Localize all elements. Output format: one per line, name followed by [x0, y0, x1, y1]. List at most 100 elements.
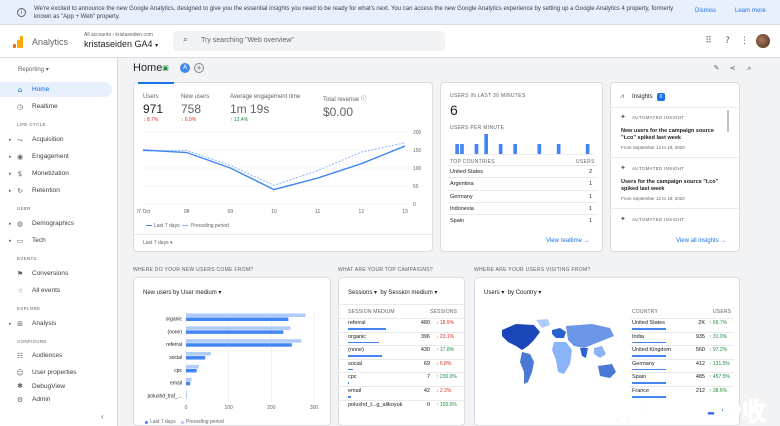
users-delta: ↑ 66.7% [709, 320, 728, 326]
learn-more-link[interactable]: Learn more [735, 8, 766, 14]
help-icon: ⓘ [360, 96, 367, 103]
sidebar [0, 58, 118, 426]
bar-previous [186, 339, 302, 343]
campaign-selector[interactable]: Sessions ▾ by Session medium ▾ [348, 290, 438, 296]
more-vert-icon[interactable]: ⋮ [740, 36, 749, 46]
per-minute-bar [455, 144, 459, 154]
edit-icon[interactable]: ✎ [713, 64, 720, 72]
user-count: 1 [589, 181, 593, 188]
users-bar [632, 355, 666, 357]
sessions-bar [348, 328, 386, 330]
insight-title[interactable]: Users for the campaign source "t.co" spi… [621, 179, 719, 192]
category-label: organic [166, 316, 183, 322]
add-comparison-icon[interactable]: + [194, 63, 204, 73]
sidebar-item-acquisition[interactable]: ▸ ⤳ Acquisition [0, 132, 112, 147]
geo-selector[interactable]: Users ▾ by Country ▾ [484, 290, 542, 296]
divider [134, 234, 432, 235]
bar-previous [186, 390, 187, 395]
per-minute-bar [474, 144, 479, 154]
property-selector[interactable]: kristaseiden GA4 ▾ [84, 39, 158, 49]
users-bar [632, 396, 666, 398]
realtime-value: 6 [450, 102, 458, 118]
dimension-selector[interactable]: New users by User medium ▾ [143, 290, 222, 296]
metric-revenue[interactable]: Total revenue ⓘ $0.00 [323, 94, 367, 119]
sidebar-item-audiences[interactable]: ☷ Audiences [0, 348, 112, 363]
legend-current: Last 7 days [150, 419, 176, 425]
metric-engagement-time[interactable]: Average engagement time 1m 19s ↑ 13.4% [230, 94, 300, 123]
sidebar-item-all-events[interactable]: ☝ All events [0, 283, 112, 298]
divider [630, 345, 734, 347]
sidebar-item-home[interactable]: ⌂ Home [0, 82, 112, 97]
x-tick-label: 11 [315, 209, 320, 215]
users-value: 485 [695, 374, 705, 381]
help-icon[interactable]: ? [725, 36, 730, 46]
medium-name: referral [348, 320, 366, 326]
metric-value: $0.00 [323, 105, 354, 119]
category-label: cpc [174, 368, 182, 374]
bar-previous [186, 352, 211, 356]
avatar[interactable] [756, 34, 770, 48]
sidebar-item-engagement[interactable]: ▸ ◉ Engagement [0, 149, 112, 164]
metric-new-users[interactable]: New users 758 ↓ 6.9% [181, 94, 209, 123]
metric-selected-indicator [138, 82, 174, 84]
category-label: polushd_traf_... [148, 394, 182, 400]
bar-current [186, 317, 289, 321]
medium-name: (none) [348, 347, 364, 354]
insight-title[interactable]: New users for the campaign source "t.co"… [621, 128, 714, 141]
insights-sparkle-icon[interactable]: ⩘ [746, 64, 751, 72]
sidebar-item-realtime[interactable]: ◷ Realtime [0, 99, 112, 114]
divider [339, 345, 464, 347]
date-range-selector[interactable]: Last 7 days ▾ [143, 240, 173, 246]
users-value: 560 [695, 347, 705, 354]
chevron-right-icon: ▸ [9, 187, 12, 194]
legend-current: Last 7 days [154, 223, 180, 229]
account-path[interactable]: All accounts › kristaseiden.com [84, 32, 153, 38]
overview-card [133, 82, 433, 252]
legend-previous: Preceding period [191, 223, 229, 229]
sidebar-item-label: Acquisition [32, 136, 64, 143]
person-icon: ☺ [16, 368, 24, 377]
property-name: kristaseiden GA4 [84, 39, 153, 49]
sidebar-item-debugview[interactable]: ✱ DebugView [0, 382, 112, 390]
country-name: Germany [632, 360, 655, 367]
apps-grid-icon[interactable]: ⠿ [705, 36, 712, 46]
category-label: email [170, 381, 182, 387]
x-tick-label: 09 [228, 209, 234, 215]
x-tick-label: 200 [267, 405, 276, 411]
sidebar-item-monetization[interactable]: ▸ $ Monetization [0, 166, 112, 181]
sidebar-item-demographics[interactable]: ▸ ◍ Demographics [0, 216, 112, 231]
series-line-current [142, 145, 406, 191]
sidebar-item-user-properties[interactable]: ☺ User properties [0, 365, 112, 380]
search-input[interactable]: ⌕ Try searching "Web overview" [173, 31, 445, 51]
x-tick-label: 300 [310, 405, 319, 411]
collapse-sidebar-icon[interactable]: ‹ [101, 412, 104, 421]
sparkle-icon: ✦ [620, 215, 626, 223]
insights-title: Insights [632, 94, 653, 100]
per-minute-bar [460, 144, 464, 154]
x-tick-label: 07 Oct [137, 209, 151, 215]
search-placeholder: Try searching "Web overview" [201, 37, 294, 44]
comparison-badge[interactable]: A [180, 63, 190, 73]
sessions-delta: ↑ 230.0% [436, 374, 457, 381]
sidebar-item-analysis[interactable]: ▸ ⊞ Analysis [0, 316, 112, 331]
sidebar-item-conversions[interactable]: ⚑ Conversions [0, 266, 112, 281]
trend-icon: ⩘ [620, 92, 624, 100]
sidebar-item-admin[interactable]: ⚙ Admin [0, 392, 112, 407]
share-icon[interactable]: ⋖ [729, 64, 736, 72]
metric-users[interactable]: Users 971 ↓ 8.7% [143, 94, 163, 123]
sidebar-item-label: Admin [32, 396, 51, 403]
sidebar-item-tech[interactable]: ▸ ▭ Tech [0, 233, 112, 248]
legend-swatch-previous [181, 421, 184, 424]
view-all-insights-link[interactable]: View all insights → [676, 238, 726, 244]
bar-previous [186, 364, 199, 369]
reporting-selector[interactable]: Reporting ▾ [18, 66, 49, 73]
sidebar-item-label: Realtime [32, 103, 58, 110]
scrollbar[interactable] [727, 110, 729, 132]
metric-label: New users [181, 94, 210, 100]
link-label: View all insights [676, 238, 719, 244]
divider [339, 358, 464, 360]
country-name: Spain [632, 374, 647, 381]
view-realtime-link[interactable]: View realtime → [546, 238, 590, 244]
dismiss-button[interactable]: Dismiss [695, 8, 716, 14]
sidebar-item-retention[interactable]: ▸ ↻ Retention [0, 183, 112, 198]
